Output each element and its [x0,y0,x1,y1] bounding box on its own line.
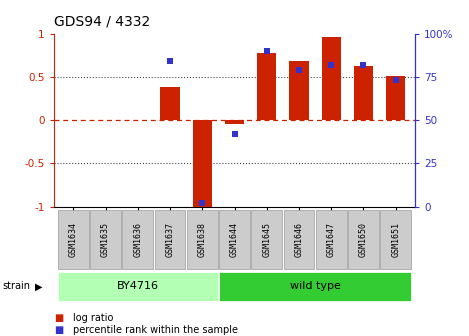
Bar [193,120,212,208]
Text: GSM1638: GSM1638 [198,222,207,257]
Text: strain: strain [2,282,30,291]
Text: percentile rank within the sample: percentile rank within the sample [73,325,238,335]
Bar [380,210,411,269]
Bar [284,210,314,269]
Bar [58,210,89,269]
Bar [122,210,153,269]
Bar [289,61,309,120]
Text: GSM1646: GSM1646 [295,222,303,257]
Text: GSM1637: GSM1637 [166,222,174,257]
Text: ▶: ▶ [35,282,42,291]
Text: ■: ■ [54,325,63,335]
Text: GSM1651: GSM1651 [391,222,400,257]
Bar [155,210,185,269]
Bar [257,53,276,120]
Bar [58,272,218,301]
Bar [160,87,180,120]
Text: ■: ■ [54,312,63,323]
Text: GSM1635: GSM1635 [101,222,110,257]
Text: GDS94 / 4332: GDS94 / 4332 [54,14,150,29]
Text: wild type: wild type [290,282,340,291]
Text: GSM1645: GSM1645 [262,222,271,257]
Text: BY4716: BY4716 [117,282,159,291]
Text: GSM1634: GSM1634 [69,222,78,257]
Bar [219,272,411,301]
Text: log ratio: log ratio [73,312,113,323]
Bar [354,66,373,120]
Bar [187,210,218,269]
Bar [316,210,347,269]
Bar [219,210,250,269]
Bar [90,210,121,269]
Text: GSM1636: GSM1636 [133,222,142,257]
Bar [322,37,341,120]
Text: GSM1644: GSM1644 [230,222,239,257]
Bar [348,210,379,269]
Bar [225,120,244,124]
Bar [386,76,405,120]
Bar [251,210,282,269]
Text: GSM1647: GSM1647 [327,222,336,257]
Text: GSM1650: GSM1650 [359,222,368,257]
